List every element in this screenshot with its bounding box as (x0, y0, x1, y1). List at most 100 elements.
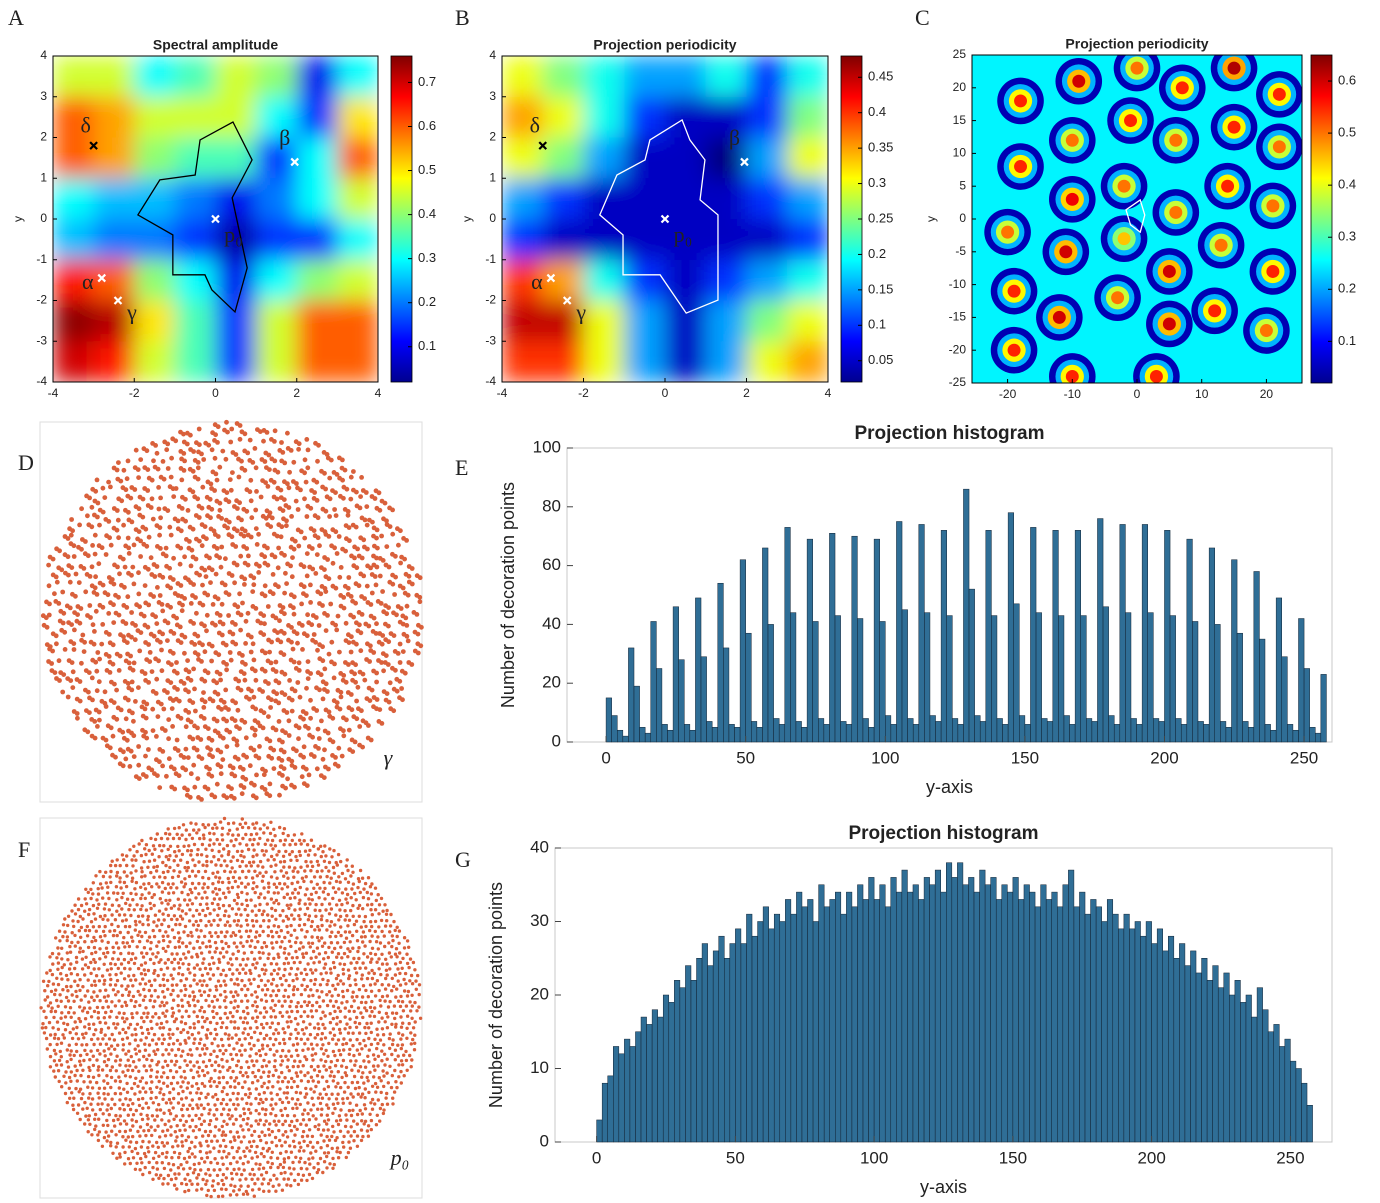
dot (245, 923, 250, 927)
dot (261, 929, 265, 934)
dot (288, 972, 292, 976)
dot (92, 945, 97, 950)
dot (116, 1022, 120, 1026)
dot (266, 913, 270, 917)
dot (102, 995, 107, 999)
dot (336, 1070, 340, 1074)
dot (298, 1059, 302, 1064)
dot (304, 1086, 308, 1091)
heatmap-cell (583, 56, 625, 98)
dot (160, 763, 166, 769)
dot (184, 987, 188, 992)
dot (266, 890, 270, 894)
dot (115, 874, 119, 878)
dot (133, 887, 137, 891)
dot (53, 633, 59, 639)
dot (178, 1042, 182, 1046)
dot (78, 606, 84, 611)
dot (92, 532, 98, 538)
dot (165, 638, 170, 643)
dot (248, 838, 252, 842)
bar (717, 582, 724, 743)
dot (226, 707, 231, 712)
dot (125, 874, 129, 878)
dot (343, 679, 349, 685)
dot (158, 875, 162, 879)
dot (246, 1075, 250, 1079)
dot (198, 1053, 202, 1058)
dot (215, 837, 219, 842)
dot (331, 1037, 335, 1041)
dot (82, 1080, 86, 1084)
dot (222, 816, 227, 821)
dot (355, 960, 359, 965)
dot (163, 1014, 167, 1018)
dot (249, 1047, 253, 1051)
dot (383, 1063, 387, 1067)
dot (183, 518, 189, 524)
dot (335, 1022, 339, 1026)
dot (170, 1006, 174, 1010)
dot (150, 1080, 154, 1084)
dot (55, 976, 59, 980)
dot (212, 832, 216, 836)
dot (157, 885, 161, 889)
peak (1162, 265, 1176, 278)
dot (97, 522, 102, 528)
dot (229, 978, 233, 982)
dot (118, 1092, 123, 1096)
dot (178, 903, 182, 907)
dot (91, 1063, 96, 1068)
dot (157, 960, 161, 964)
dot (52, 1059, 57, 1063)
dot (42, 1009, 46, 1013)
dot (85, 1010, 90, 1015)
dot (94, 1028, 98, 1032)
dot (280, 983, 284, 987)
dot (258, 859, 263, 864)
dot (291, 869, 295, 873)
dot (210, 602, 216, 607)
dot (113, 962, 118, 967)
dot (147, 988, 151, 993)
heatmap-cell (337, 219, 379, 261)
bar (924, 612, 931, 743)
peak (1065, 133, 1079, 147)
dot (329, 971, 333, 975)
dot (379, 533, 384, 539)
dot (272, 968, 276, 973)
dot (222, 1086, 226, 1090)
dot (353, 966, 357, 971)
dot (393, 574, 398, 580)
dot (204, 847, 208, 851)
dot (179, 880, 184, 884)
dot (380, 1049, 384, 1053)
dot (295, 680, 301, 685)
dot (330, 560, 336, 566)
dot (114, 1026, 118, 1030)
dot (389, 955, 393, 959)
dot (267, 738, 273, 744)
bar (929, 715, 936, 743)
dot (328, 1031, 332, 1035)
dot (165, 690, 170, 695)
bar (706, 721, 713, 743)
dot (96, 1091, 100, 1095)
dot (296, 1022, 300, 1026)
dot (56, 1027, 61, 1032)
dot (83, 1017, 88, 1021)
dot (220, 757, 226, 762)
dot (226, 613, 232, 618)
dot (415, 631, 421, 637)
dot (102, 689, 108, 695)
dot (146, 865, 150, 869)
dot (195, 652, 201, 658)
dot (386, 639, 392, 645)
heatmap-cell (337, 300, 379, 342)
dot (388, 930, 392, 934)
bar (868, 727, 875, 743)
dot (296, 1031, 300, 1035)
dot (405, 1014, 410, 1018)
dot (331, 896, 335, 901)
x-tick-label: 0 (1134, 387, 1141, 401)
